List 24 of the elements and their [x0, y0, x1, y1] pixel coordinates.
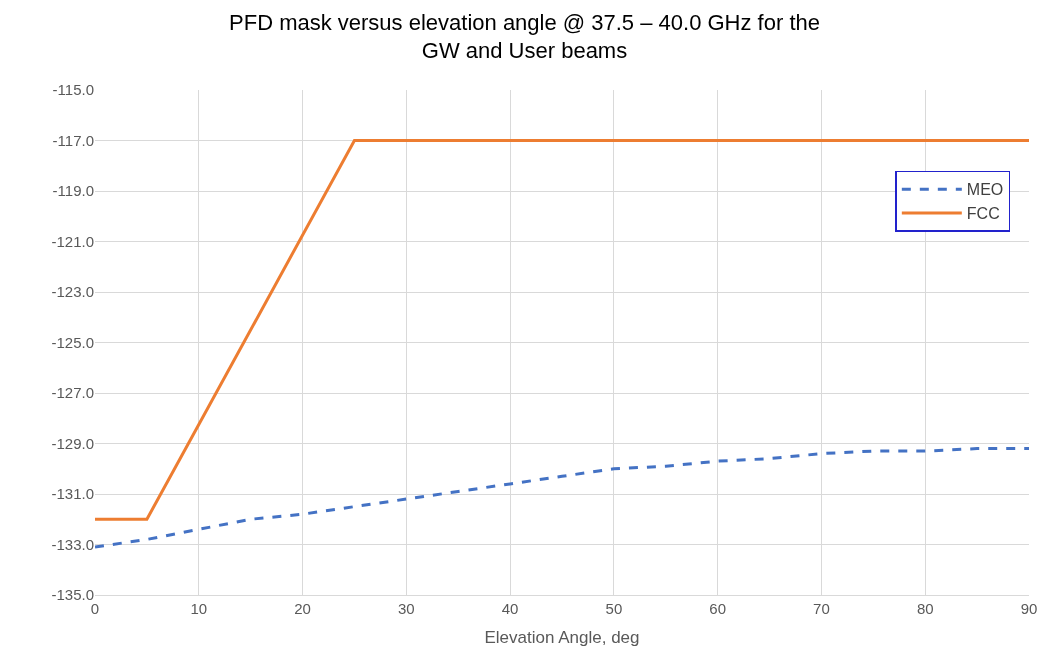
legend-label: FCC	[966, 205, 1000, 223]
x-tick-label: 90	[1020, 600, 1038, 617]
y-tick-label: -129.0	[51, 434, 94, 452]
x-tick-label: 70	[813, 600, 830, 617]
x-tick-label: 10	[190, 600, 208, 617]
line-series	[95, 447, 1029, 549]
y-tick-label: -123.0	[51, 283, 94, 301]
x-tick-label: 60	[709, 600, 727, 617]
y-tick-label: -115.0	[52, 81, 94, 99]
x-tick-label: 40	[501, 600, 519, 617]
legend-label: MEO	[966, 181, 1004, 199]
x-tick-label: 50	[605, 600, 623, 617]
x-tick-label: 20	[294, 600, 311, 617]
y-tick-label: -133.0	[51, 535, 94, 553]
chart-title: PFD mask versus elevation angle @ 37.5 – 40.0 GHz for the GW and User beams	[229, 9, 820, 64]
x-tick-label: 80	[916, 600, 934, 617]
y-tick-label: -119.0	[52, 182, 94, 200]
y-tick-label: -117.0	[52, 131, 94, 149]
x-tick-label: 30	[397, 600, 415, 617]
y-tick-label: -131.0	[51, 485, 94, 503]
y-tick-label: -121.0	[51, 232, 94, 250]
y-tick-label: -125.0	[51, 333, 94, 351]
y-tick-label: -127.0	[51, 384, 94, 402]
x-axis-title: Elevation Angle, deg	[484, 628, 640, 648]
